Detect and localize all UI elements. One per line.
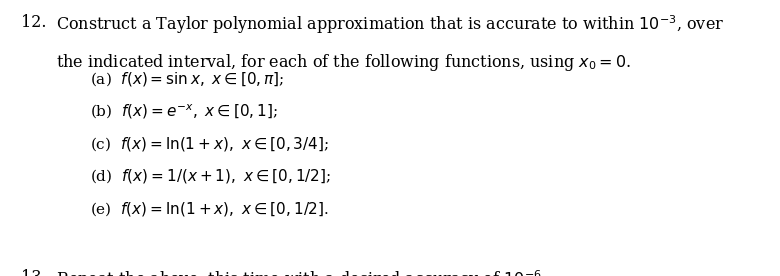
Text: 12.: 12. bbox=[21, 14, 47, 31]
Text: Repeat the above, this time with a desired accuracy of $10^{-6}$.: Repeat the above, this time with a desir… bbox=[56, 269, 547, 276]
Text: (d)  $f(x) = 1/(x + 1),\ x \in [0, 1/2]$;: (d) $f(x) = 1/(x + 1),\ x \in [0, 1/2]$; bbox=[90, 168, 331, 185]
Text: (c)  $f(x) = \ln(1 + x),\ x \in [0, 3/4]$;: (c) $f(x) = \ln(1 + x),\ x \in [0, 3/4]$… bbox=[90, 135, 328, 153]
Text: (b)  $f(x) = e^{-x},\ x \in [0, 1]$;: (b) $f(x) = e^{-x},\ x \in [0, 1]$; bbox=[90, 102, 278, 121]
Text: the indicated interval, for each of the following functions, using $x_0 = 0$.: the indicated interval, for each of the … bbox=[56, 52, 631, 73]
Text: (e)  $f(x) = \ln(1 + x),\ x \in [0, 1/2]$.: (e) $f(x) = \ln(1 + x),\ x \in [0, 1/2]$… bbox=[90, 200, 328, 218]
Text: Construct a Taylor polynomial approximation that is accurate to within $10^{-3}$: Construct a Taylor polynomial approximat… bbox=[56, 14, 725, 36]
Text: 13.: 13. bbox=[21, 269, 47, 276]
Text: (a)  $f(x) = \sin x,\ x \in [0, \pi]$;: (a) $f(x) = \sin x,\ x \in [0, \pi]$; bbox=[90, 70, 284, 88]
